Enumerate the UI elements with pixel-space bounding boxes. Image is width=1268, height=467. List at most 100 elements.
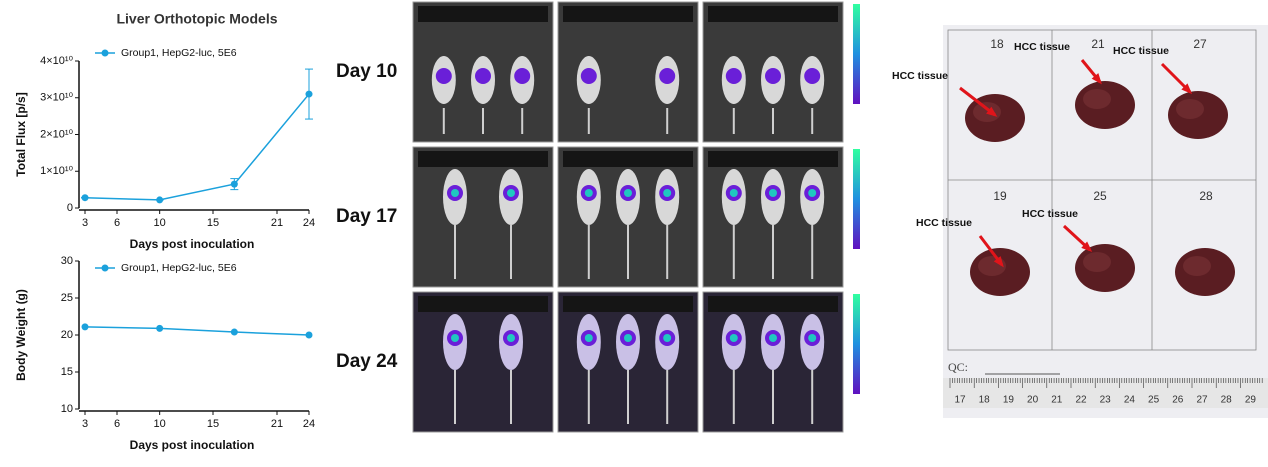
data-point bbox=[230, 180, 238, 188]
signal-core bbox=[729, 334, 738, 342]
x-tick-label: 3 bbox=[82, 418, 88, 430]
data-point bbox=[305, 331, 313, 339]
signal-core bbox=[584, 334, 593, 342]
legend-marker bbox=[101, 49, 109, 57]
paper-grid bbox=[947, 29, 1257, 351]
signal-core bbox=[769, 334, 777, 342]
signal bbox=[514, 68, 531, 84]
signal-core bbox=[624, 189, 632, 197]
x-tick-label: 21 bbox=[271, 217, 283, 229]
data-point bbox=[156, 324, 164, 332]
ruler-number: 22 bbox=[1075, 395, 1087, 406]
y-tick-label: 0 bbox=[67, 202, 73, 214]
x-tick-label: 15 bbox=[207, 217, 219, 229]
x-tick-label: 24 bbox=[303, 418, 315, 430]
ruler-number: 19 bbox=[1003, 395, 1015, 406]
y-tick-label: 2×10¹⁰ bbox=[40, 128, 73, 140]
signal bbox=[804, 68, 821, 84]
data-point bbox=[81, 323, 89, 331]
arrow-head bbox=[1081, 241, 1093, 253]
day-label: Day 10 bbox=[336, 61, 397, 82]
ruler-number: 23 bbox=[1100, 395, 1112, 406]
ruler-number: 21 bbox=[1051, 395, 1063, 406]
data-point bbox=[305, 90, 313, 98]
signal-core bbox=[507, 189, 515, 197]
colorbar bbox=[853, 294, 860, 394]
signal bbox=[725, 68, 742, 84]
stage bbox=[708, 151, 838, 167]
annotation: HCC tissue bbox=[1014, 41, 1070, 53]
x-axis-label: Days post inoculation bbox=[130, 237, 255, 251]
annotation: HCC tissue bbox=[892, 70, 948, 82]
stage bbox=[418, 6, 548, 22]
annotation: HCC tissue bbox=[916, 217, 972, 229]
image-panel bbox=[412, 291, 554, 433]
signal-core bbox=[663, 334, 672, 342]
x-tick-label: 24 bbox=[303, 217, 315, 229]
annotation: HCC tissue bbox=[1113, 45, 1169, 57]
liver-lobe bbox=[1176, 99, 1204, 119]
ruler-number: 27 bbox=[1196, 395, 1208, 406]
stage bbox=[418, 151, 548, 167]
ruler-number: 24 bbox=[1124, 395, 1136, 406]
x-tick-label: 21 bbox=[271, 418, 283, 430]
series-line bbox=[84, 93, 310, 201]
signal bbox=[659, 68, 676, 84]
arrow-head bbox=[986, 106, 998, 117]
signal-core bbox=[808, 334, 817, 342]
signal bbox=[475, 68, 491, 84]
x-tick-label: 15 bbox=[207, 418, 219, 430]
liver-lobe bbox=[1183, 256, 1211, 276]
x-axis-label: Days post inoculation bbox=[130, 438, 255, 452]
signal bbox=[580, 68, 597, 84]
annotation: HCC tissue bbox=[1022, 208, 1078, 220]
legend-label: Group1, HepG2-luc, 5E6 bbox=[121, 47, 237, 59]
sample-id: 21 bbox=[1091, 37, 1105, 51]
signal-core bbox=[729, 189, 738, 197]
ruler-number: 18 bbox=[979, 395, 991, 406]
series-line bbox=[84, 326, 310, 336]
signal bbox=[765, 68, 781, 84]
data-point bbox=[156, 196, 164, 204]
signal-core bbox=[451, 189, 459, 197]
stage bbox=[418, 296, 548, 312]
stage bbox=[563, 6, 693, 22]
signal-core bbox=[624, 334, 632, 342]
image-panel bbox=[412, 146, 554, 288]
signal-core bbox=[584, 189, 593, 197]
sample-id: 28 bbox=[1199, 189, 1213, 203]
x-tick-label: 6 bbox=[114, 217, 120, 229]
arrow-head bbox=[1091, 73, 1102, 85]
ruler-number: 17 bbox=[954, 395, 966, 406]
ruler-number: 28 bbox=[1221, 395, 1233, 406]
x-tick-label: 10 bbox=[154, 217, 166, 229]
y-axis-label: Body Weight (g) bbox=[14, 289, 28, 381]
stage bbox=[563, 151, 693, 167]
sample-id: 27 bbox=[1193, 37, 1207, 51]
colorbar bbox=[853, 4, 860, 104]
signal-core bbox=[808, 189, 817, 197]
signal-core bbox=[507, 334, 515, 342]
day-label: Day 17 bbox=[336, 206, 397, 227]
stage bbox=[708, 6, 838, 22]
y-axis-label: Total Flux [p/s] bbox=[14, 92, 28, 176]
legend-label: Group1, HepG2-luc, 5E6 bbox=[121, 262, 237, 274]
liver-lobe bbox=[973, 102, 1001, 122]
signal-core bbox=[769, 189, 777, 197]
data-point bbox=[81, 194, 89, 202]
ruler-number: 25 bbox=[1148, 395, 1160, 406]
qc-label: QC: bbox=[948, 360, 968, 374]
x-tick-label: 6 bbox=[114, 418, 120, 430]
stage bbox=[708, 296, 838, 312]
legend-marker bbox=[101, 264, 109, 272]
colorbar bbox=[853, 149, 860, 249]
sample-id: 19 bbox=[993, 189, 1007, 203]
y-tick-label: 30 bbox=[61, 255, 73, 267]
arrow-head bbox=[1181, 83, 1193, 95]
day-label: Day 24 bbox=[336, 351, 398, 372]
ruler-number: 26 bbox=[1172, 395, 1184, 406]
signal-core bbox=[663, 189, 672, 197]
y-tick-label: 3×10¹⁰ bbox=[40, 92, 73, 104]
y-tick-label: 20 bbox=[61, 329, 73, 341]
